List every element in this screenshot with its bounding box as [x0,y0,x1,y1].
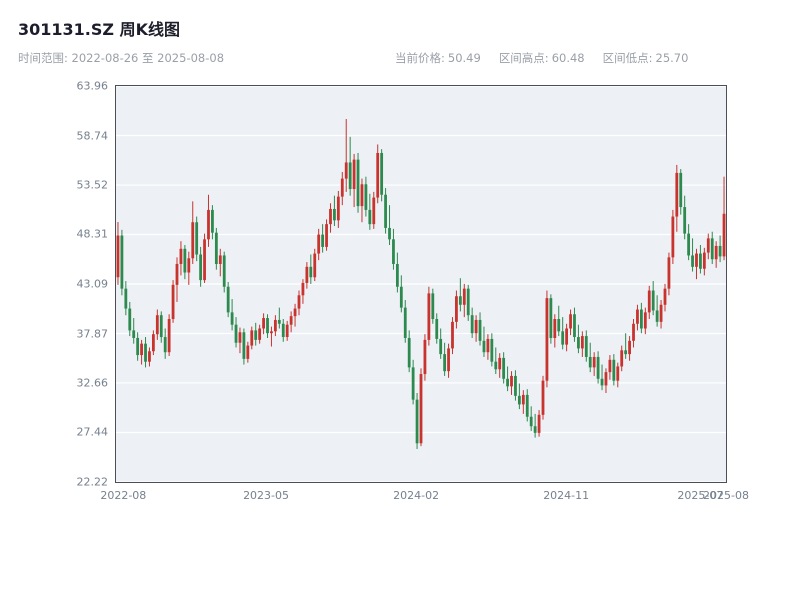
stat-label: 区间高点: [498,51,549,65]
x-axis: 2022-08 2023-05 2024-02 2024-11 2025-07 2025-… [100,489,749,503]
stat-label: 区间低点: [602,51,653,65]
stat-label: 当前价格: [395,51,445,65]
stat-value: 25.70 [655,51,689,65]
stat-range-high: 区间高点: 60.48 [499,50,585,66]
x-tick-label: 2023-05 [243,489,290,502]
x-tick-label: 2022-08 [100,489,147,502]
y-tick-label: 22.22 [76,475,109,489]
y-tick-label: 58.74 [76,129,109,143]
stat-current-price: 当前价格: 50.49 [395,50,481,66]
x-tick-label: 2025-08 [703,489,749,502]
y-tick-label: 53.52 [76,178,109,192]
x-tick-label: 2024-11 [543,489,590,502]
y-tick-label: 37.87 [76,327,109,341]
y-tick-label: 32.66 [76,376,109,390]
stat-range-low: 区间低点: 25.70 [603,50,689,66]
stat-value: 60.48 [551,51,585,65]
x-tick-label: 2025-07 [677,489,724,502]
y-tick-label: 27.44 [76,425,109,439]
y-axis: 63.96 58.74 53.52 48.31 43.09 37.87 32.66 27.44… [0,80,109,489]
y-tick-label: 48.31 [76,227,109,241]
price-stats: 当前价格: 50.49 区间高点: 60.48 区间低点: 25.70 [395,50,688,66]
page-title: 301131.SZ 周K线图 [18,20,180,39]
y-tick-label: 43.09 [76,277,109,291]
stat-value: 50.49 [447,51,481,65]
time-range-label: 时间范围: 2022-08-26 至 2025-08-08 [18,51,225,65]
candlestick-chart [116,86,726,482]
y-tick-label: 63.96 [76,79,109,93]
chart-plot-area [115,85,727,483]
x-tick-label: 2024-02 [393,489,440,502]
